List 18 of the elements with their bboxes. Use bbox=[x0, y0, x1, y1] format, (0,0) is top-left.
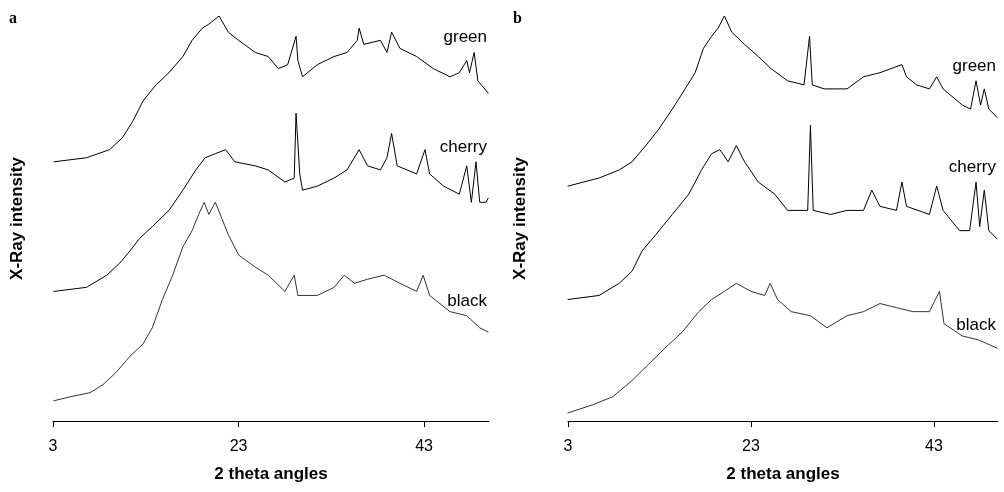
series-label: black bbox=[447, 290, 488, 310]
chart-title: b bbox=[513, 8, 522, 26]
series-label: green bbox=[952, 55, 996, 75]
x-axis-title: 2 theta angles bbox=[726, 464, 840, 483]
series-label: cherry bbox=[948, 157, 997, 177]
y-axis-title: X-Ray intensity bbox=[7, 156, 26, 280]
series-label: green bbox=[443, 27, 487, 47]
x-tick-label: 43 bbox=[415, 436, 434, 454]
x-tick-label: 23 bbox=[229, 436, 248, 454]
series-label: cherry bbox=[439, 136, 488, 156]
y-axis-title: X-Ray intensity bbox=[510, 156, 529, 280]
x-tick-label: 3 bbox=[48, 436, 58, 454]
x-tick-label: 43 bbox=[925, 436, 943, 454]
x-axis-title: 2 theta angles bbox=[214, 464, 328, 483]
series-label: black bbox=[956, 315, 997, 334]
x-tick-label: 23 bbox=[742, 436, 760, 454]
x-tick-label: 3 bbox=[563, 436, 573, 454]
chart-title: a bbox=[9, 8, 17, 26]
